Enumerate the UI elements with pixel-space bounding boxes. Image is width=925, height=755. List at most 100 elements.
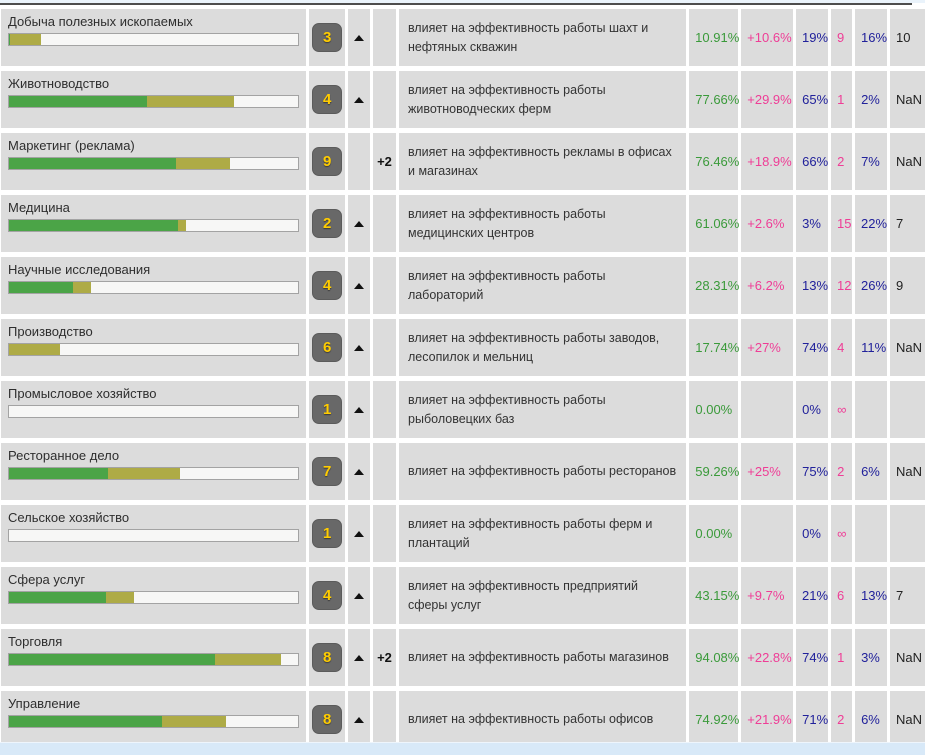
description-cell: влияет на эффективность работы ферм и пл… [399, 505, 687, 562]
upgrade-cell [348, 319, 371, 376]
skill-name-cell: Торговля [1, 629, 307, 686]
arrow-up-icon[interactable] [354, 344, 365, 351]
arrow-up-icon[interactable] [354, 530, 365, 537]
value-blue-percent-2: 13% [855, 567, 887, 624]
skill-name: Научные исследования [8, 262, 151, 277]
skill-description: влияет на эффективность работы лаборатор… [407, 268, 606, 302]
skill-row: Сельское хозяйство 1 влияет на эффективн… [1, 505, 925, 562]
arrow-up-icon[interactable] [354, 592, 365, 599]
progress-bar-earned-fill [9, 654, 216, 665]
level-cell: 6 [309, 319, 346, 376]
progress-bar-earned-fill [9, 96, 148, 107]
arrow-up-icon[interactable] [354, 654, 365, 661]
skill-description: влияет на эффективность работы животново… [407, 82, 606, 116]
value-total-percent: 74.92% [689, 691, 739, 748]
value-last-number: NaN [890, 629, 925, 686]
value-gain-percent: +9.7% [741, 567, 794, 624]
upgrade-cell [348, 9, 370, 66]
skill-row: Животноводство 4 влияет на эффективность… [1, 71, 925, 128]
level-badge: 2 [312, 209, 343, 238]
skill-row: Сфера услуг 4 влияет на эффективность пр… [1, 567, 925, 624]
arrow-up-icon[interactable] [354, 716, 365, 723]
arrow-up-icon[interactable] [354, 96, 365, 103]
skill-progress-bar [8, 343, 300, 356]
skill-name: Управление [8, 696, 81, 711]
description-cell: влияет на эффективность работы магазинов [398, 629, 687, 686]
skill-name: Торговля [8, 634, 63, 649]
skill-description: влияет на эффективность работы шахт и не… [407, 20, 649, 54]
bonus-cell: +2 [373, 629, 396, 686]
value-last-number: NaN [890, 319, 925, 376]
progress-bar-pending-fill [9, 344, 61, 355]
bonus-label: +2 [377, 154, 392, 169]
value-pink-number: 2 [831, 691, 853, 748]
skill-description: влияет на эффективность работы магазинов [407, 650, 669, 664]
bonus-cell [373, 9, 396, 66]
footer-strip [0, 742, 925, 755]
value-pink-number: ∞ [831, 505, 853, 562]
arrow-up-icon[interactable] [354, 468, 365, 475]
value-blue-percent-2: 11% [855, 319, 887, 376]
description-cell: влияет на эффективность рекламы в офисах… [398, 133, 687, 190]
skill-progress-bar [8, 157, 300, 170]
value-gain-percent: +22.8% [741, 629, 794, 686]
value-blue-percent-2: 22% [855, 195, 887, 252]
value-last-number: NaN [890, 71, 925, 128]
value-gain-percent: +18.9% [741, 133, 794, 190]
skill-description: влияет на эффективность предприятий сфер… [407, 578, 638, 612]
value-blue-percent-1: 21% [796, 567, 828, 624]
value-blue-percent-1: 0% [796, 505, 829, 562]
skill-name-cell: Научные исследования [1, 257, 307, 314]
arrow-up-icon[interactable] [354, 220, 365, 227]
value-last-number: 10 [890, 9, 925, 66]
value-total-percent: 0.00% [689, 505, 739, 562]
skill-name-cell: Ресторанное дело [1, 443, 307, 500]
value-total-percent: 17.74% [689, 319, 739, 376]
skills-table: Добыча полезных ископаемых 3 влияет на э… [0, 5, 925, 748]
progress-bar-pending-fill [9, 34, 41, 45]
skill-progress-bar [8, 467, 300, 480]
top-divider [0, 3, 912, 5]
level-cell: 7 [309, 443, 346, 500]
skill-description: влияет на эффективность работы рыболовец… [408, 392, 606, 426]
arrow-up-icon[interactable] [354, 34, 365, 41]
bonus-label: +2 [377, 650, 392, 665]
skill-progress-bar [8, 33, 300, 46]
level-cell: 1 [309, 381, 346, 438]
level-badge: 1 [312, 395, 343, 424]
value-total-percent: 61.06% [689, 195, 739, 252]
arrow-up-icon[interactable] [354, 406, 365, 413]
value-blue-percent-1: 71% [796, 691, 828, 748]
level-cell: 2 [309, 195, 346, 252]
skill-name-cell: Добыча полезных ископаемых [1, 9, 307, 66]
value-blue-percent-1: 0% [796, 381, 829, 438]
arrow-up-icon[interactable] [354, 282, 365, 289]
value-last-number [890, 381, 925, 438]
level-badge: 4 [312, 581, 343, 610]
upgrade-cell [348, 691, 371, 748]
bonus-cell [373, 71, 396, 128]
value-last-number: NaN [890, 691, 925, 748]
value-blue-percent-2: 16% [855, 9, 887, 66]
skill-name-cell: Медицина [1, 195, 307, 252]
value-blue-percent-1: 65% [796, 71, 828, 128]
value-gain-percent: +10.6% [741, 9, 794, 66]
value-pink-number: 2 [831, 443, 853, 500]
skill-name: Медицина [8, 200, 70, 215]
value-blue-percent-1: 74% [796, 629, 828, 686]
progress-bar-pending-fill [215, 654, 282, 665]
bonus-cell [373, 505, 397, 562]
bonus-cell: +2 [373, 133, 396, 190]
progress-bar-earned-fill [9, 34, 10, 45]
value-blue-percent-1: 3% [796, 195, 829, 252]
skill-row: Добыча полезных ископаемых 3 влияет на э… [1, 9, 925, 66]
level-badge: 3 [312, 23, 343, 52]
upgrade-cell [348, 505, 371, 562]
bonus-cell [373, 381, 397, 438]
value-total-percent: 10.91% [689, 9, 739, 66]
skill-name: Сельское хозяйство [8, 510, 130, 525]
value-pink-number: 15 [831, 195, 852, 252]
level-badge: 8 [312, 705, 343, 734]
skill-name: Промысловое хозяйство [8, 386, 157, 401]
